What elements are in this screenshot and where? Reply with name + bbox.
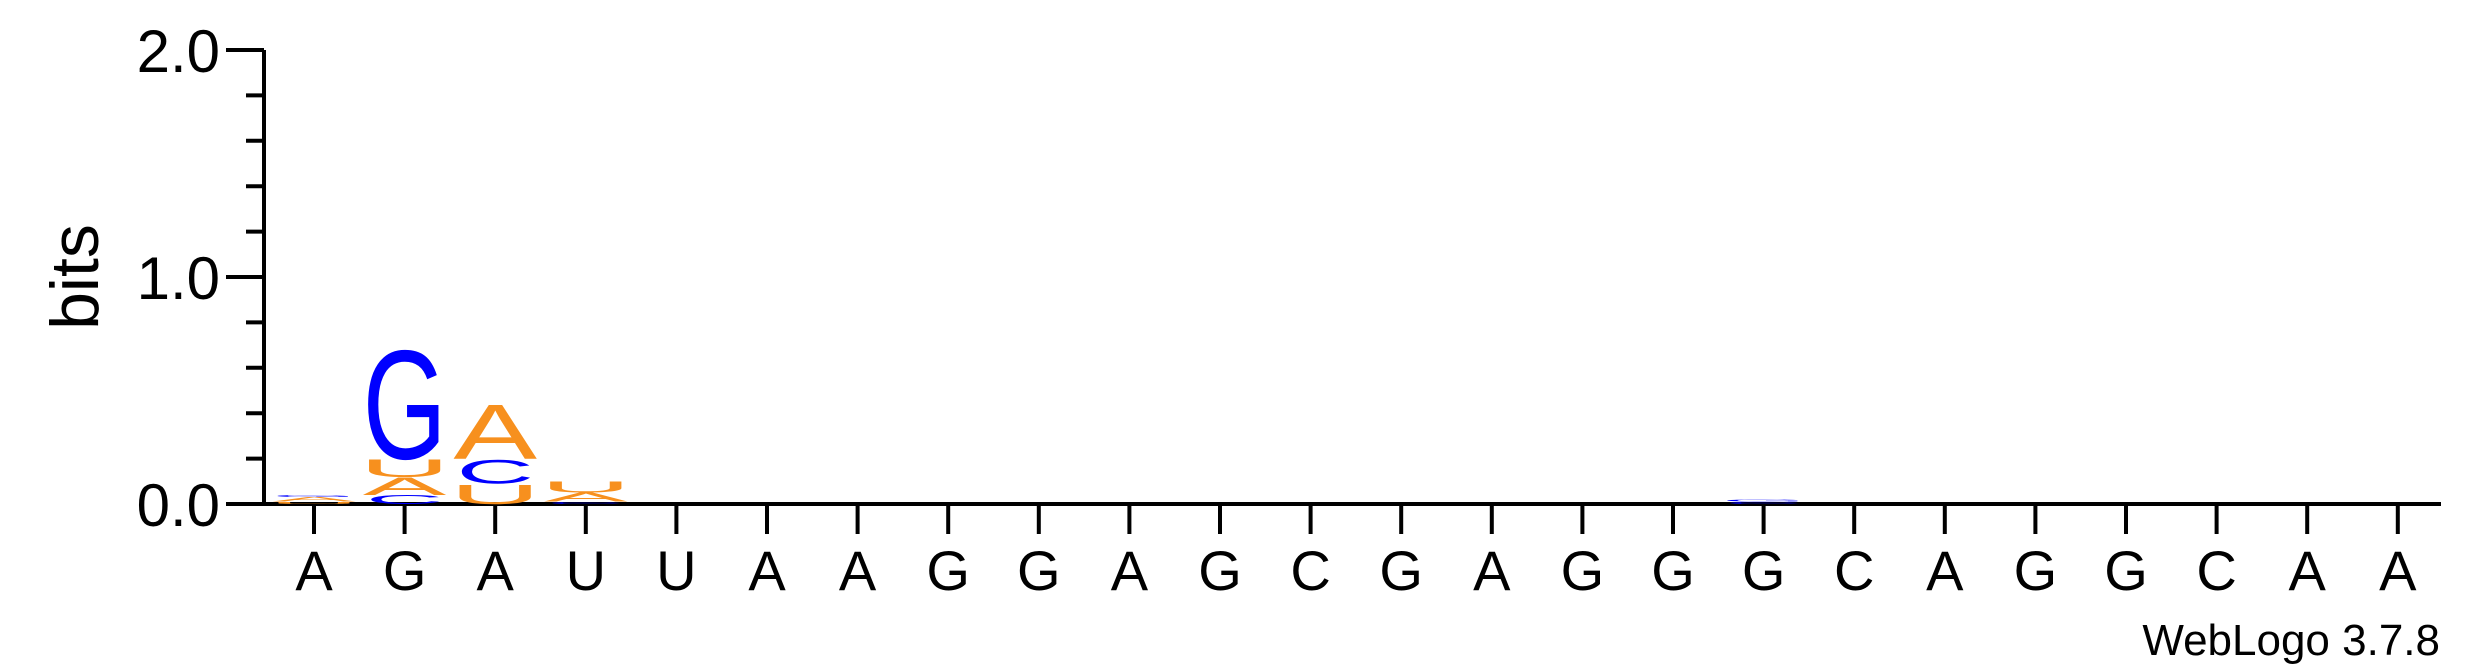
x-position-label: A xyxy=(2289,539,2327,602)
x-position-label: A xyxy=(839,539,877,602)
y-tick-label: 1.0 xyxy=(137,245,220,312)
x-position-label: G xyxy=(1198,539,1242,602)
x-position-label: C xyxy=(2196,539,2236,602)
x-position-label: G xyxy=(926,539,970,602)
x-position-label: G xyxy=(1561,539,1605,602)
weblogo-credit: WebLogo 3.7.8 xyxy=(2142,616,2440,665)
x-position-label: U xyxy=(566,539,606,602)
logo-letter-c: C xyxy=(366,493,444,507)
x-position-label: A xyxy=(1926,539,1964,602)
x-position-label: G xyxy=(2014,539,2058,602)
x-position-label: U xyxy=(656,539,696,602)
logo-letter-a: A xyxy=(544,490,628,504)
logo-letter-u: U xyxy=(450,479,541,510)
x-position-label: G xyxy=(1742,539,1786,602)
x-position-label: A xyxy=(2379,539,2417,602)
x-position-label: G xyxy=(1017,539,1061,602)
x-position-label: G xyxy=(383,539,427,602)
y-axis-title: bits xyxy=(37,224,113,330)
logo-letter-u: U xyxy=(541,479,632,496)
x-position-label: A xyxy=(1111,539,1149,602)
y-tick-label: 2.0 xyxy=(137,18,220,85)
x-position-label: A xyxy=(477,539,515,602)
logo-letter-u: U xyxy=(269,501,360,504)
x-position-label: G xyxy=(2104,539,2148,602)
x-position-label: A xyxy=(748,539,786,602)
x-position-label: A xyxy=(1473,539,1511,602)
logo-letter-g: G xyxy=(272,494,356,497)
logo-letter-g: G xyxy=(363,319,447,492)
y-axis-ticks: 0.0 1.0 2.0 xyxy=(137,18,264,539)
logo-letter-u: U xyxy=(359,454,450,482)
logo-letter-g: G xyxy=(1722,499,1806,502)
logo-letter-c: C xyxy=(1725,501,1803,504)
logo-letter-a: A xyxy=(272,496,357,503)
x-position-label: C xyxy=(1834,539,1874,602)
x-position-label: G xyxy=(1379,539,1423,602)
y-tick-label: 0.0 xyxy=(137,472,220,539)
x-position-label: G xyxy=(1651,539,1695,602)
logo-letter-c: C xyxy=(456,453,534,491)
logo-letter-c: C xyxy=(547,501,625,504)
x-position-label: A xyxy=(295,539,333,602)
logo-letter-a: A xyxy=(453,389,537,476)
logo-letter-a: A xyxy=(363,473,448,501)
x-position-label: C xyxy=(1290,539,1330,602)
